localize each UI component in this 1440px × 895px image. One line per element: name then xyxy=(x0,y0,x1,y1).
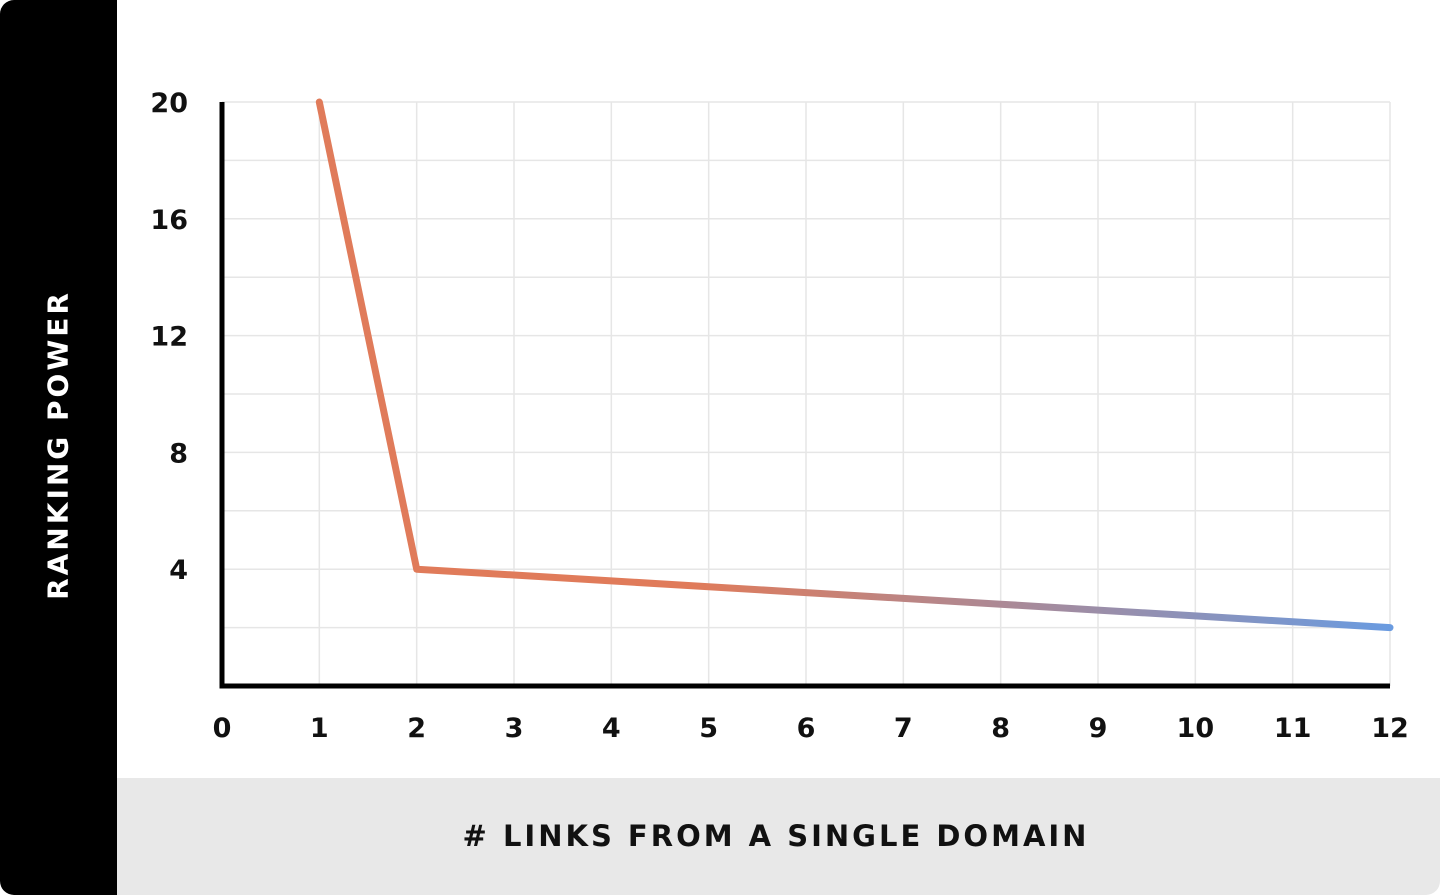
x-tick-label: 8 xyxy=(991,713,1010,744)
y-tick-label: 4 xyxy=(169,555,188,586)
x-tick-label: 10 xyxy=(1177,713,1215,744)
grid xyxy=(222,101,1391,686)
x-tick-label: 2 xyxy=(407,713,426,744)
x-tick-label: 0 xyxy=(213,713,232,744)
x-axis-label-band xyxy=(117,778,1440,895)
y-tick-label: 12 xyxy=(150,322,188,353)
axes xyxy=(219,102,1390,689)
x-tick-label: 7 xyxy=(894,713,913,744)
series xyxy=(315,98,1394,632)
x-tick-label: 6 xyxy=(797,713,816,744)
x-tick-label: 11 xyxy=(1274,713,1312,744)
y-axis-label-band xyxy=(0,0,117,895)
x-tick-label: 4 xyxy=(602,713,621,744)
x-tick-label: 5 xyxy=(699,713,718,744)
y-tick-label: 20 xyxy=(150,88,188,119)
y-tick-label: 16 xyxy=(150,205,188,236)
x-tick-label: 3 xyxy=(505,713,524,744)
x-axis-label: # LINKS FROM A SINGLE DOMAIN xyxy=(462,819,1090,853)
y-tick-label: 8 xyxy=(169,438,188,469)
x-tick-label: 1 xyxy=(310,713,329,744)
x-tick-label: 12 xyxy=(1371,713,1409,744)
x-tick-label: 9 xyxy=(1089,713,1108,744)
series-line xyxy=(315,98,1394,632)
